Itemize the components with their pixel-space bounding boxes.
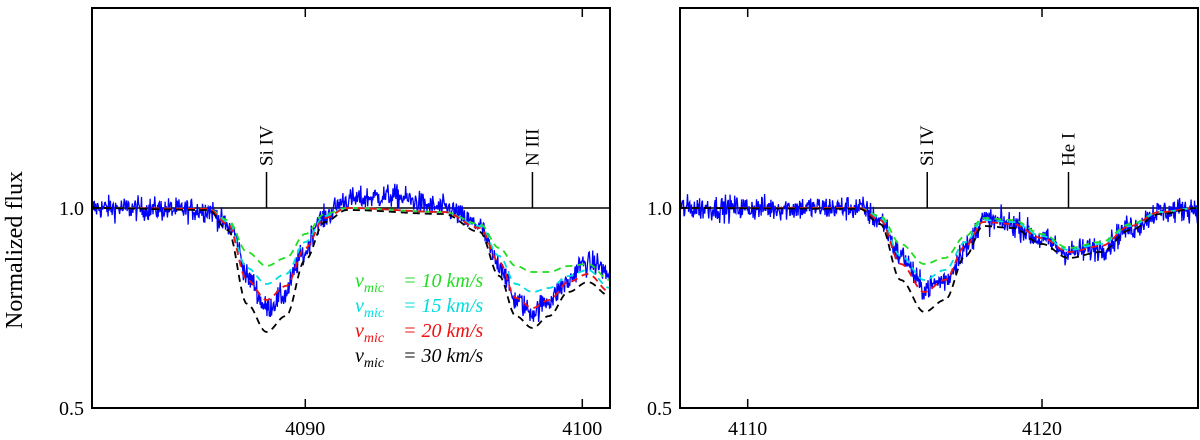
legend-value: = 30 km/s (403, 345, 483, 367)
legend-subscript: mic (364, 281, 385, 296)
y-tick-label: 1.0 (647, 198, 672, 220)
x-tick-label: 4090 (285, 418, 325, 440)
x-tick-label: 4100 (562, 418, 602, 440)
model-series-0 (92, 207, 610, 281)
legend: vmic = 10 km/s vmic = 15 km/s vmic = 20 km/s v… (355, 270, 483, 371)
legend-value: = 10 km/s (403, 270, 483, 292)
line-id-label: N III (522, 129, 543, 166)
y-axis-label: Normalized flux (2, 171, 28, 329)
line-id-label: Si IV (257, 125, 278, 166)
model-series-1 (680, 207, 1198, 281)
model-series-1 (92, 207, 610, 293)
legend-value: = 15 km/s (403, 295, 483, 317)
legend-symbol: vmic (355, 270, 385, 296)
legend-subscript: mic (364, 356, 385, 371)
model-series-2 (92, 207, 610, 309)
legend-value: = 20 km/s (403, 320, 483, 342)
model-series-3 (92, 207, 610, 333)
legend-symbol: vmic (355, 295, 385, 321)
legend-subscript: mic (364, 306, 385, 321)
y-tick-label: 1.0 (59, 198, 84, 220)
legend-symbol: vmic (355, 320, 385, 346)
legend-symbol: vmic (355, 345, 385, 371)
y-tick-label: 0.5 (59, 398, 84, 420)
x-tick-label: 4110 (728, 418, 767, 440)
legend-subscript: mic (364, 331, 385, 346)
y-tick-label: 0.5 (647, 398, 672, 420)
right-panel: 4110 4120 0.5 1.0 Si IV He I (647, 7, 1199, 440)
model-series-3 (680, 207, 1198, 313)
line-id-label: He I (1059, 133, 1080, 166)
plot-area (92, 183, 610, 333)
observed-spectrum (680, 194, 1198, 300)
x-tick-label: 4120 (1022, 418, 1062, 440)
plot-area (680, 194, 1198, 313)
line-id-label: Si IV (917, 125, 938, 166)
